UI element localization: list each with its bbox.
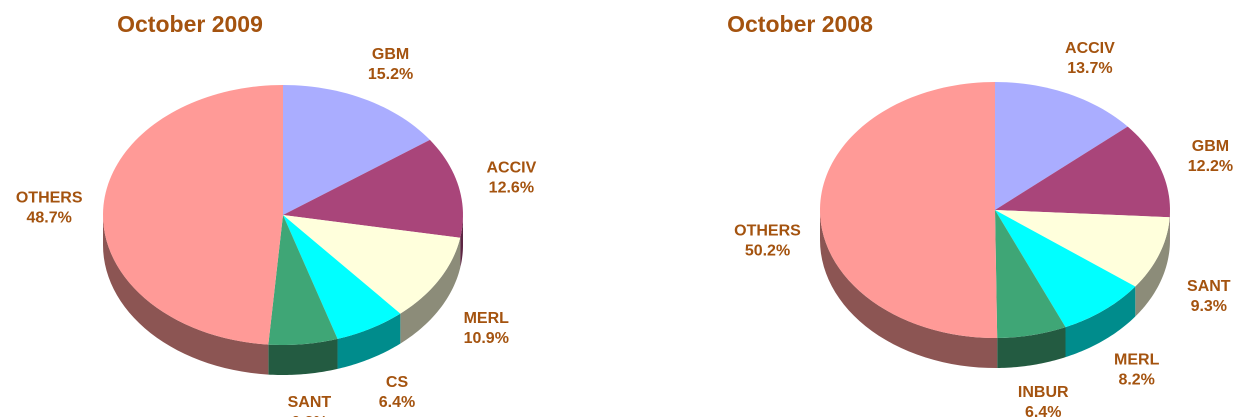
chart-title: October 2008	[727, 11, 873, 37]
slice-label: ACCIV	[1065, 40, 1115, 57]
slice	[995, 82, 1128, 210]
slice-side	[400, 237, 461, 344]
slice-value-label: 12.6%	[489, 179, 534, 196]
slice-side	[337, 313, 401, 369]
slice-label: MERL	[1114, 351, 1160, 368]
slice-value-label: 9.3%	[1191, 298, 1227, 315]
slice-label: CS	[386, 374, 409, 391]
slice-value-label: 15.2%	[368, 66, 413, 83]
slice-label: SANT	[1187, 278, 1231, 295]
slice-label: GBM	[372, 46, 409, 63]
slice	[268, 215, 338, 345]
slice-value-label: 50.2%	[745, 242, 790, 259]
slice-label: OTHERS	[734, 222, 801, 239]
slice	[995, 210, 1136, 328]
slice-value-label: 8.2%	[1118, 371, 1154, 388]
slice	[995, 210, 1170, 287]
slice-label: SANT	[288, 394, 332, 411]
slice-value-label: 13.7%	[1067, 60, 1112, 77]
slice	[283, 139, 463, 238]
slice-side	[1065, 286, 1136, 358]
slice-value-label: 12.2%	[1188, 158, 1233, 175]
slice-value-label: 6.2%	[291, 414, 327, 417]
slice-label: INBUR	[1018, 384, 1069, 401]
slice-side	[460, 215, 463, 268]
slice-label: GBM	[1192, 138, 1229, 155]
slice-label: OTHERS	[16, 189, 83, 206]
slice	[995, 210, 1066, 338]
slice-label: ACCIV	[486, 159, 536, 176]
slice-value-label: 6.4%	[379, 394, 415, 411]
slice-value-label: 10.9%	[464, 330, 509, 347]
slice	[283, 215, 401, 339]
slice-side	[997, 327, 1066, 368]
slice-value-label: 48.7%	[27, 209, 72, 226]
slice-value-label: 6.4%	[1025, 404, 1061, 417]
slice-side	[1135, 217, 1170, 317]
slice-label: MERL	[464, 310, 510, 327]
slice	[283, 85, 430, 215]
slice	[820, 82, 998, 338]
slice-side	[103, 215, 269, 375]
chart-title: October 2009	[117, 11, 263, 37]
slice	[103, 85, 283, 345]
slice	[283, 215, 461, 314]
slice-side	[268, 338, 338, 375]
slice	[995, 126, 1170, 218]
slice-side	[820, 210, 998, 368]
